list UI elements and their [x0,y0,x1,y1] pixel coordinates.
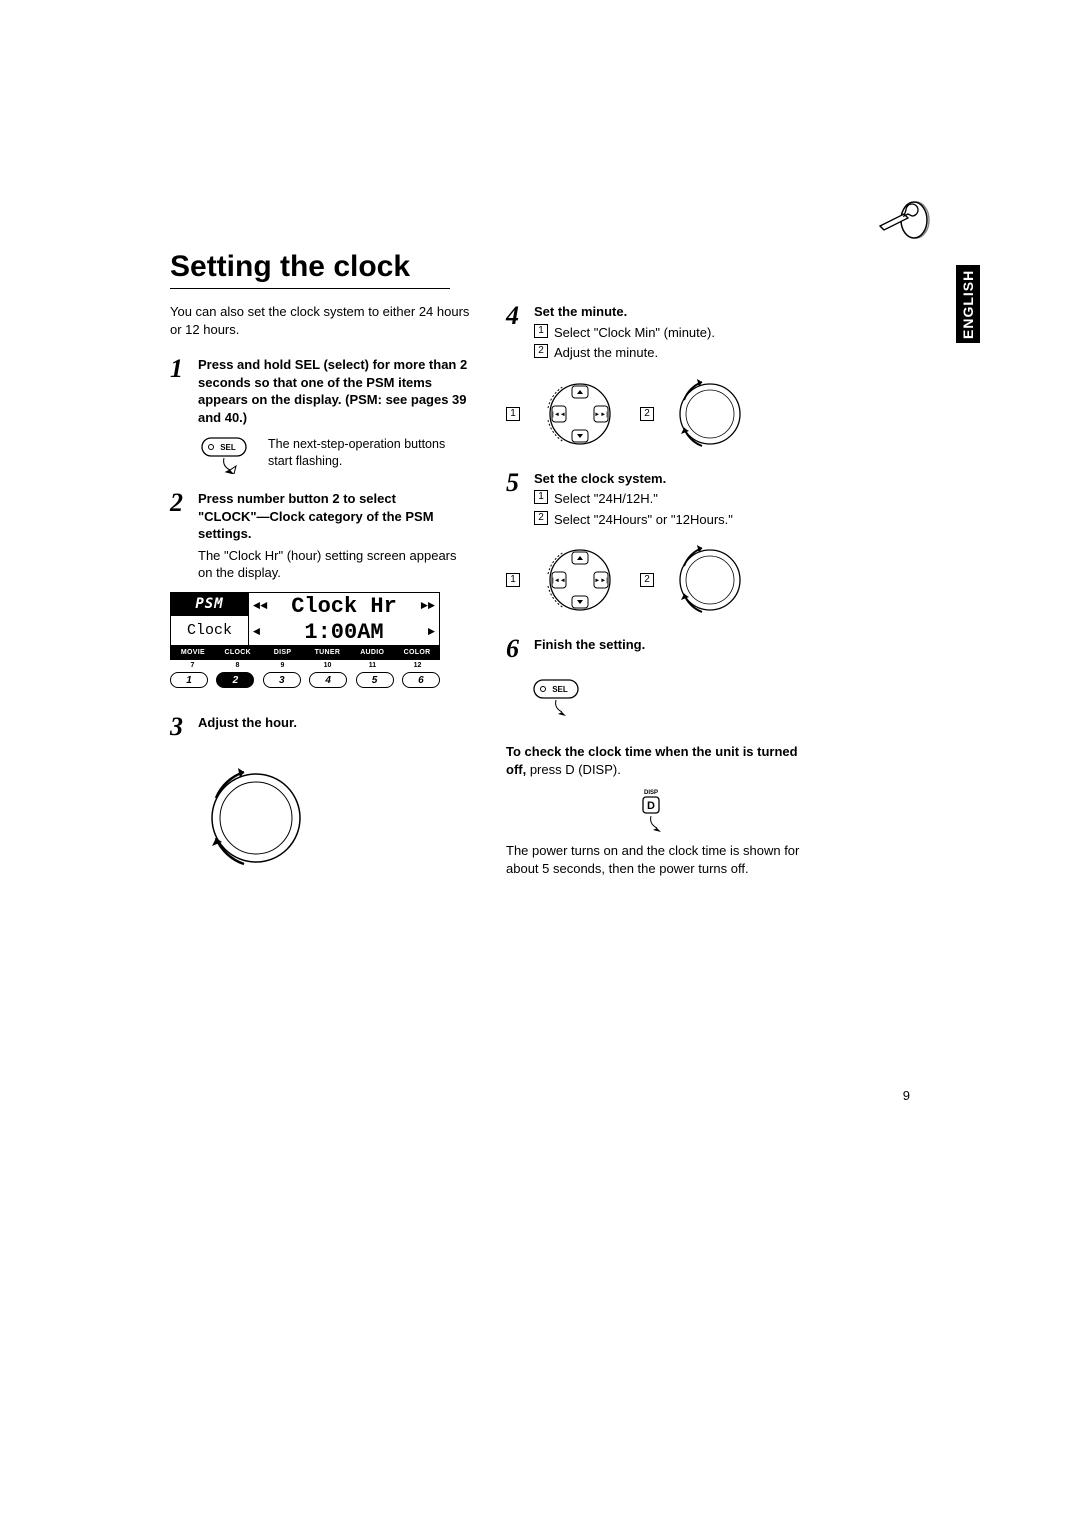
step-number: 6 [506,636,524,662]
page-number: 9 [903,1088,910,1103]
svg-text:►►|: ►►| [594,412,608,418]
svg-text:DISP: DISP [644,790,658,796]
number-button: 3 [263,672,301,688]
clock-category-label: Clock [171,615,248,645]
prev-icon: ◄◄ [253,599,267,613]
diagram-label-2: 2 [640,407,654,421]
step4-diagram: 1 |◄◄ ►►| 2 [506,372,806,456]
svg-text:|◄◄: |◄◄ [552,578,565,584]
svg-text:|◄◄: |◄◄ [552,412,565,418]
substep-text: Select "Clock Min" (minute). [554,324,715,342]
nav-pad-icon: |◄◄ ►►| [538,372,622,456]
small-number: 11 [350,662,395,669]
number-button-row: 123456 [170,672,440,688]
page-title: Setting the clock [170,250,910,284]
step-heading: Press and hold SEL (select) for more tha… [198,357,467,425]
dial-small-icon [672,372,752,456]
psm-label: PSM [171,593,248,615]
lcd-tab: TUNER [305,646,350,659]
step-heading: Adjust the hour. [198,715,297,730]
lcd-tab: CLOCK [216,646,261,659]
svg-text:►►|: ►►| [594,578,608,584]
lcd-tab-row: MOVIECLOCKDISPTUNERAUDIOCOLOR [171,645,439,659]
disp-button-icon: DISP D [631,786,681,832]
svg-text:SEL: SEL [220,443,236,452]
dial-small-icon [672,538,752,622]
sel-button-icon: SEL [200,436,258,474]
nav-pad-icon: |◄◄ ►►| [538,538,622,622]
step-heading: Set the clock system. [534,471,666,486]
step-number: 1 [170,356,188,382]
lcd-line1-text: Clock Hr [291,594,397,619]
substep-text: Adjust the minute. [554,344,658,362]
step-heading: Finish the setting. [534,637,645,652]
intro-text: You can also set the clock system to eit… [170,303,470,338]
lcd-tab: DISP [261,646,306,659]
sel-button-icon: SEL [532,678,590,716]
number-button: 6 [402,672,440,688]
lcd-display: PSM Clock ◄◄ Clock Hr ►► ◄ 1:00AM [170,592,470,688]
lcd-line2-text: 1:00AM [304,620,383,645]
step-number: 2 [170,490,188,516]
small-number: 9 [260,662,305,669]
small-number: 10 [305,662,350,669]
number-button: 1 [170,672,208,688]
diagram-label-1: 1 [506,573,520,587]
language-tab: ENGLISH [956,265,980,343]
diagram-label-1: 1 [506,407,520,421]
substep-1-icon: 1 [534,324,548,338]
diagram-label-2: 2 [640,573,654,587]
lcd-tab: MOVIE [171,646,216,659]
step-1: 1 Press and hold SEL (select) for more t… [170,356,470,426]
title-rule [170,288,450,289]
step-heading: Press number button 2 to select "CLOCK"—… [198,491,434,541]
step-3: 3 Adjust the hour. [170,714,470,740]
substep-text: Select "24Hours" or "12Hours." [554,511,733,529]
check-clock-body: The power turns on and the clock time is… [506,842,806,878]
next-icon: ►► [421,599,435,613]
left-column: You can also set the clock system to eit… [170,303,470,883]
right-column: 4 Set the minute. 1 Select "Clock Min" (m… [506,303,806,883]
dial-icon [196,758,316,878]
step-6: 6 Finish the setting. [506,636,806,662]
step-5: 5 Set the clock system. 1 Select "24H/12H… [506,470,806,529]
small-number-row: 789101112 [170,662,440,669]
substep-text: Select "24H/12H." [554,490,658,508]
left-icon: ◄ [253,625,260,639]
number-button: 4 [309,672,347,688]
number-button: 5 [356,672,394,688]
sel-caption: The next-step-operation buttons start fl… [268,436,470,470]
step-number: 4 [506,303,524,329]
check-clock-text: To check the clock time when the unit is… [506,743,806,779]
small-number: 7 [170,662,215,669]
step-2: 2 Press number button 2 to select "CLOCK… [170,490,470,582]
substep-2-icon: 2 [534,511,548,525]
step-number: 5 [506,470,524,496]
step-body-text: The "Clock Hr" (hour) setting screen app… [198,547,470,582]
step-heading: Set the minute. [534,304,627,319]
number-button: 2 [216,672,254,688]
lcd-tab: AUDIO [350,646,395,659]
step-number: 3 [170,714,188,740]
svg-text:D: D [647,800,655,812]
step5-diagram: 1 |◄◄ ►►| 2 [506,538,806,622]
substep-1-icon: 1 [534,490,548,504]
right-icon: ► [428,625,435,639]
substep-2-icon: 2 [534,344,548,358]
small-number: 12 [395,662,440,669]
step-4: 4 Set the minute. 1 Select "Clock Min" (m… [506,303,806,362]
small-number: 8 [215,662,260,669]
svg-text:SEL: SEL [552,685,568,694]
lcd-tab: COLOR [395,646,439,659]
tool-icon [874,200,930,240]
